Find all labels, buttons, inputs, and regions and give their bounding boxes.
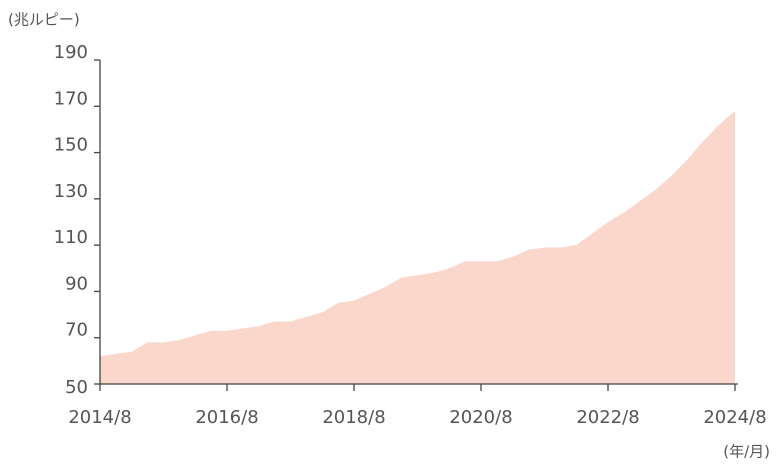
y-tick-label: 110 xyxy=(54,227,88,248)
x-tick-label: 2020/8 xyxy=(449,407,512,428)
x-tick-label: 2018/8 xyxy=(322,407,385,428)
x-unit: (年/月) xyxy=(723,443,770,461)
y-tick-label: 90 xyxy=(65,273,88,294)
x-tick-label: 2014/8 xyxy=(68,407,131,428)
y-tick-label: 50 xyxy=(65,377,88,398)
y-tick-label: 70 xyxy=(65,320,88,341)
y-unit: (兆ルピー) xyxy=(8,11,80,29)
x-tick-label: 2022/8 xyxy=(576,407,639,428)
y-tick-label: 130 xyxy=(54,181,88,202)
x-tick-label: 2024/8 xyxy=(703,407,766,428)
area xyxy=(100,110,735,385)
y-tick-label: 190 xyxy=(54,42,88,63)
y-tick-label: 170 xyxy=(54,88,88,109)
x-tick-label: 2016/8 xyxy=(195,407,258,428)
y-tick-label: 150 xyxy=(54,135,88,156)
